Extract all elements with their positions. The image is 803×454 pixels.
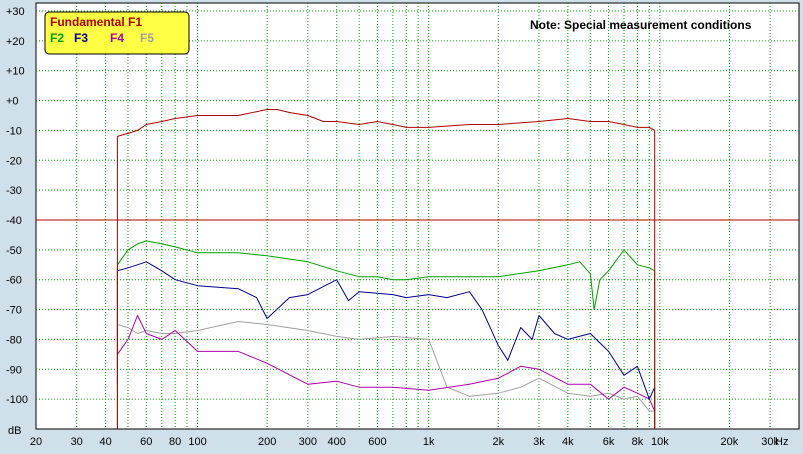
- legend-item-f4: F4: [110, 31, 124, 45]
- y-tick-label: -100: [6, 394, 28, 406]
- y-tick-label: -60: [6, 275, 22, 287]
- y-axis-ticks: +30 +20 +10 +0 -10 -20 -30 -40 -50 -60 -70 -80 -90 -1…: [6, 6, 28, 406]
- series-line-f4: [116, 315, 656, 412]
- series-line-f5: [117, 321, 655, 412]
- x-axis-ticks: 20 30 40 60 80 100 200 300 400 600 1k 2k 3k 4k 6k 8k 10k…: [30, 436, 780, 448]
- x-tick-label: 6k: [603, 436, 615, 448]
- x-tick-label: 100: [188, 436, 206, 448]
- x-tick-label: 80: [169, 436, 181, 448]
- series-line-fundamental-f1: [116, 109, 656, 429]
- x-tick-label: 10k: [651, 436, 669, 448]
- x-tick-label: 600: [368, 436, 386, 448]
- x-tick-label: 4k: [562, 436, 574, 448]
- y-tick-label: +10: [6, 66, 25, 78]
- y-tick-label: -50: [6, 245, 22, 257]
- legend-item-f2: F2: [50, 31, 64, 45]
- y-tick-label: +20: [6, 36, 25, 48]
- y-tick-label: -10: [6, 125, 22, 137]
- x-tick-label: 8k: [632, 436, 644, 448]
- x-tick-label: 20: [30, 436, 42, 448]
- x-tick-label: 60: [140, 436, 152, 448]
- legend-box: [44, 11, 190, 55]
- x-tick-label: 30: [71, 436, 83, 448]
- legend-item-f1: Fundamental F1: [50, 15, 142, 29]
- x-tick-label: 30k: [761, 436, 779, 448]
- x-tick-label: 300: [299, 436, 317, 448]
- y-tick-label: -20: [6, 155, 22, 167]
- x-tick-label: 3k: [533, 436, 545, 448]
- x-tick-label: 200: [258, 436, 276, 448]
- x-tick-label: 1k: [423, 436, 435, 448]
- y-tick-label: +0: [6, 96, 19, 108]
- x-tick-label: 2k: [492, 436, 504, 448]
- y-tick-label: -70: [6, 305, 22, 317]
- x-tick-label: 400: [328, 436, 346, 448]
- y-tick-label: -80: [6, 334, 22, 346]
- x-tick-label: 20k: [721, 436, 739, 448]
- legend-item-f5: F5: [140, 31, 154, 45]
- y-tick-label: -90: [6, 364, 22, 376]
- plot-area: [35, 2, 800, 430]
- x-tick-label: 40: [99, 436, 111, 448]
- y-tick-label: -40: [6, 215, 22, 227]
- y-tick-label: -30: [6, 185, 22, 197]
- series-line-f2: [116, 240, 656, 429]
- legend: Fundamental F1 F2 F3 F4 F5: [44, 11, 190, 55]
- series-group: [116, 109, 656, 429]
- y-tick-label: +30: [6, 6, 25, 18]
- y-axis-label: dB: [8, 425, 21, 437]
- note-text: Note: Special measurement conditions: [530, 18, 752, 32]
- x-axis-label: Hz: [775, 436, 788, 448]
- series-line-f3: [116, 261, 656, 429]
- legend-item-f3: F3: [74, 31, 88, 45]
